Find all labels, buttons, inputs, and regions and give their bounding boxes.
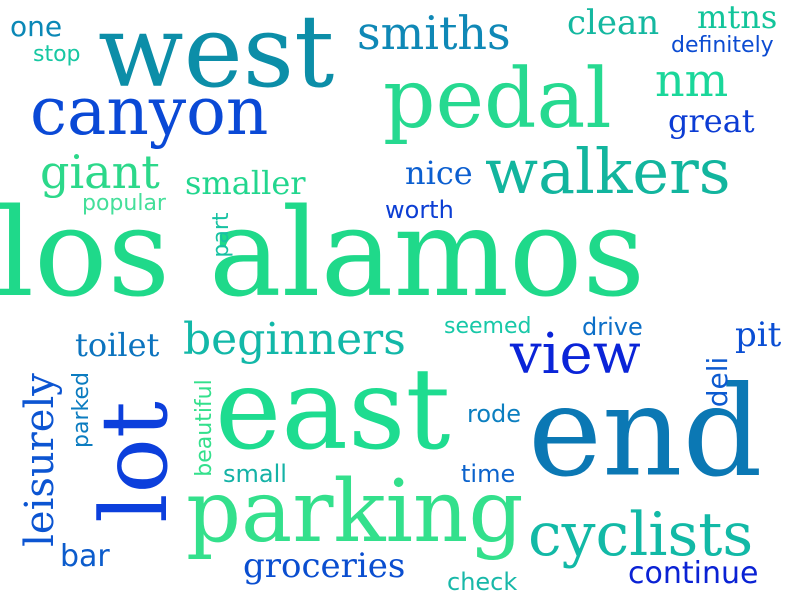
word-west: west (98, 0, 335, 110)
word-check: check (447, 568, 518, 596)
word-parking: parking (186, 462, 524, 562)
word-definitely: definitely (671, 33, 774, 58)
word-great: great (668, 102, 755, 140)
word-continue: continue (628, 556, 759, 591)
word-smiths: smiths (357, 6, 511, 60)
word-mtns: mtns (697, 0, 778, 36)
word-east: east (215, 345, 451, 475)
word-worth: worth (385, 196, 454, 224)
word-nice: nice (405, 154, 473, 192)
word-beginners: beginners (183, 314, 406, 365)
word-bar: bar (60, 539, 110, 574)
word-canyon: canyon (30, 73, 269, 150)
word-drive: drive (582, 313, 643, 341)
word-small: small (223, 460, 287, 488)
word-stop: stop (33, 42, 81, 67)
word-beautiful: beautiful (192, 379, 217, 477)
word-lot: lot (81, 401, 188, 523)
word-view: view (510, 322, 641, 387)
word-seemed: seemed (444, 314, 532, 339)
word-deli: deli (701, 356, 734, 408)
word-pit: pit (735, 315, 782, 355)
word-end: end (528, 359, 763, 505)
word-giant: giant (40, 145, 160, 199)
word-walkers: walkers (485, 135, 731, 208)
word-pedal: pedal (383, 52, 612, 147)
word-popular: popular (82, 191, 166, 216)
word-cyclists: cyclists (528, 500, 754, 570)
word-leisurely: leisurely (17, 373, 63, 547)
word-rode: rode (467, 400, 522, 428)
word-clean: clean (567, 3, 660, 43)
word-part: part (209, 212, 234, 258)
word-smaller: smaller (185, 164, 306, 202)
word-time: time (461, 460, 516, 488)
word-parked: parked (69, 372, 94, 448)
word-nm: nm (655, 53, 729, 107)
word-los-alamos: los alamos (0, 182, 646, 324)
word-groceries: groceries (243, 546, 406, 586)
word-toilet: toilet (75, 326, 160, 364)
word-one: one (10, 10, 63, 43)
